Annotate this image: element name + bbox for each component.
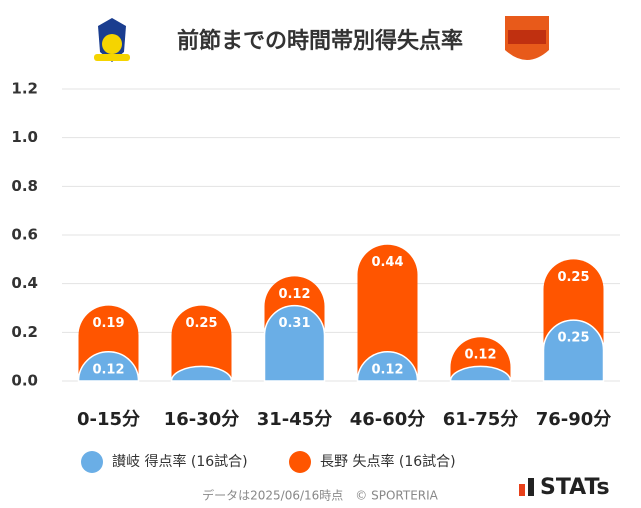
- bar-segment: [542, 319, 605, 382]
- chart-title: 前節までの時間帯別得失点率: [177, 28, 463, 54]
- value-label: 0.25: [185, 316, 217, 331]
- y-tick-label: 1.2: [11, 80, 38, 98]
- value-label: 0.25: [557, 331, 589, 346]
- bar-segment: [449, 365, 512, 382]
- bar-segment: [356, 351, 419, 382]
- bar-segment: [170, 365, 233, 382]
- value-label: 0.12: [278, 287, 310, 302]
- value-label: 0.12: [464, 348, 496, 363]
- brand-icon: [519, 484, 525, 496]
- value-label: 0.12: [371, 362, 403, 377]
- legend-marker: [81, 451, 103, 473]
- x-tick-label: 31-45分: [257, 409, 333, 430]
- x-tick-label: 46-60分: [350, 409, 426, 430]
- y-tick-label: 0.4: [11, 274, 38, 292]
- x-tick-label: 61-75分: [443, 409, 519, 430]
- y-tick-label: 0.8: [11, 177, 38, 195]
- value-label: 0.12: [92, 362, 124, 377]
- y-tick-label: 1.0: [11, 128, 38, 146]
- footnote: データは2025/06/16時点 © SPORTERIA: [202, 488, 439, 503]
- brand: STATs: [540, 475, 610, 500]
- y-tick-label: 0.2: [11, 323, 38, 341]
- x-tick-label: 16-30分: [164, 409, 240, 430]
- x-tick-label: 0-15分: [77, 409, 140, 430]
- value-label: 0.19: [92, 316, 124, 331]
- home-logo: [94, 18, 130, 62]
- bar-segment: [77, 351, 140, 382]
- legend-marker: [289, 451, 311, 473]
- away-logo: [505, 16, 549, 60]
- brand-icon: [528, 478, 534, 496]
- bar-segment: [357, 244, 418, 381]
- x-tick-label: 76-90分: [536, 409, 612, 430]
- value-label: 0.31: [278, 316, 310, 331]
- y-tick-label: 0.0: [11, 372, 38, 390]
- y-tick-label: 0.6: [11, 226, 38, 244]
- value-label: 0.44: [371, 255, 403, 270]
- legend-label: 長野 失点率 (16試合): [320, 453, 456, 470]
- value-label: 0.25: [557, 270, 589, 285]
- legend-label: 讃岐 得点率 (16試合): [112, 453, 248, 470]
- bar-segment: [171, 305, 232, 381]
- bar-segment: [263, 304, 326, 382]
